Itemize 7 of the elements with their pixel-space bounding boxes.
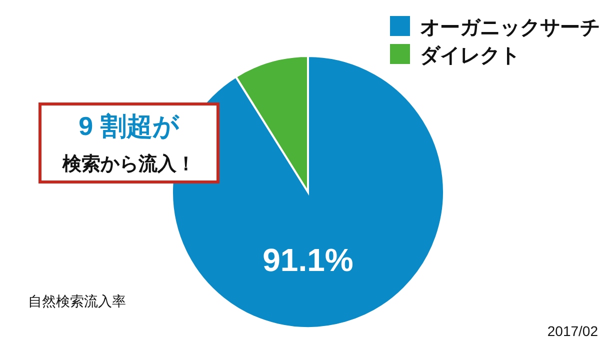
data-label: 91.1% bbox=[262, 242, 354, 278]
text: 自然検索流入率 bbox=[28, 293, 126, 309]
text: 検索から流入！ bbox=[62, 153, 196, 175]
legend-label: ダイレクト bbox=[420, 45, 520, 67]
text: 9 割超が bbox=[78, 111, 180, 141]
legend-label: オーガニックサーチ bbox=[420, 17, 600, 39]
text: 2017/02 bbox=[547, 323, 598, 339]
